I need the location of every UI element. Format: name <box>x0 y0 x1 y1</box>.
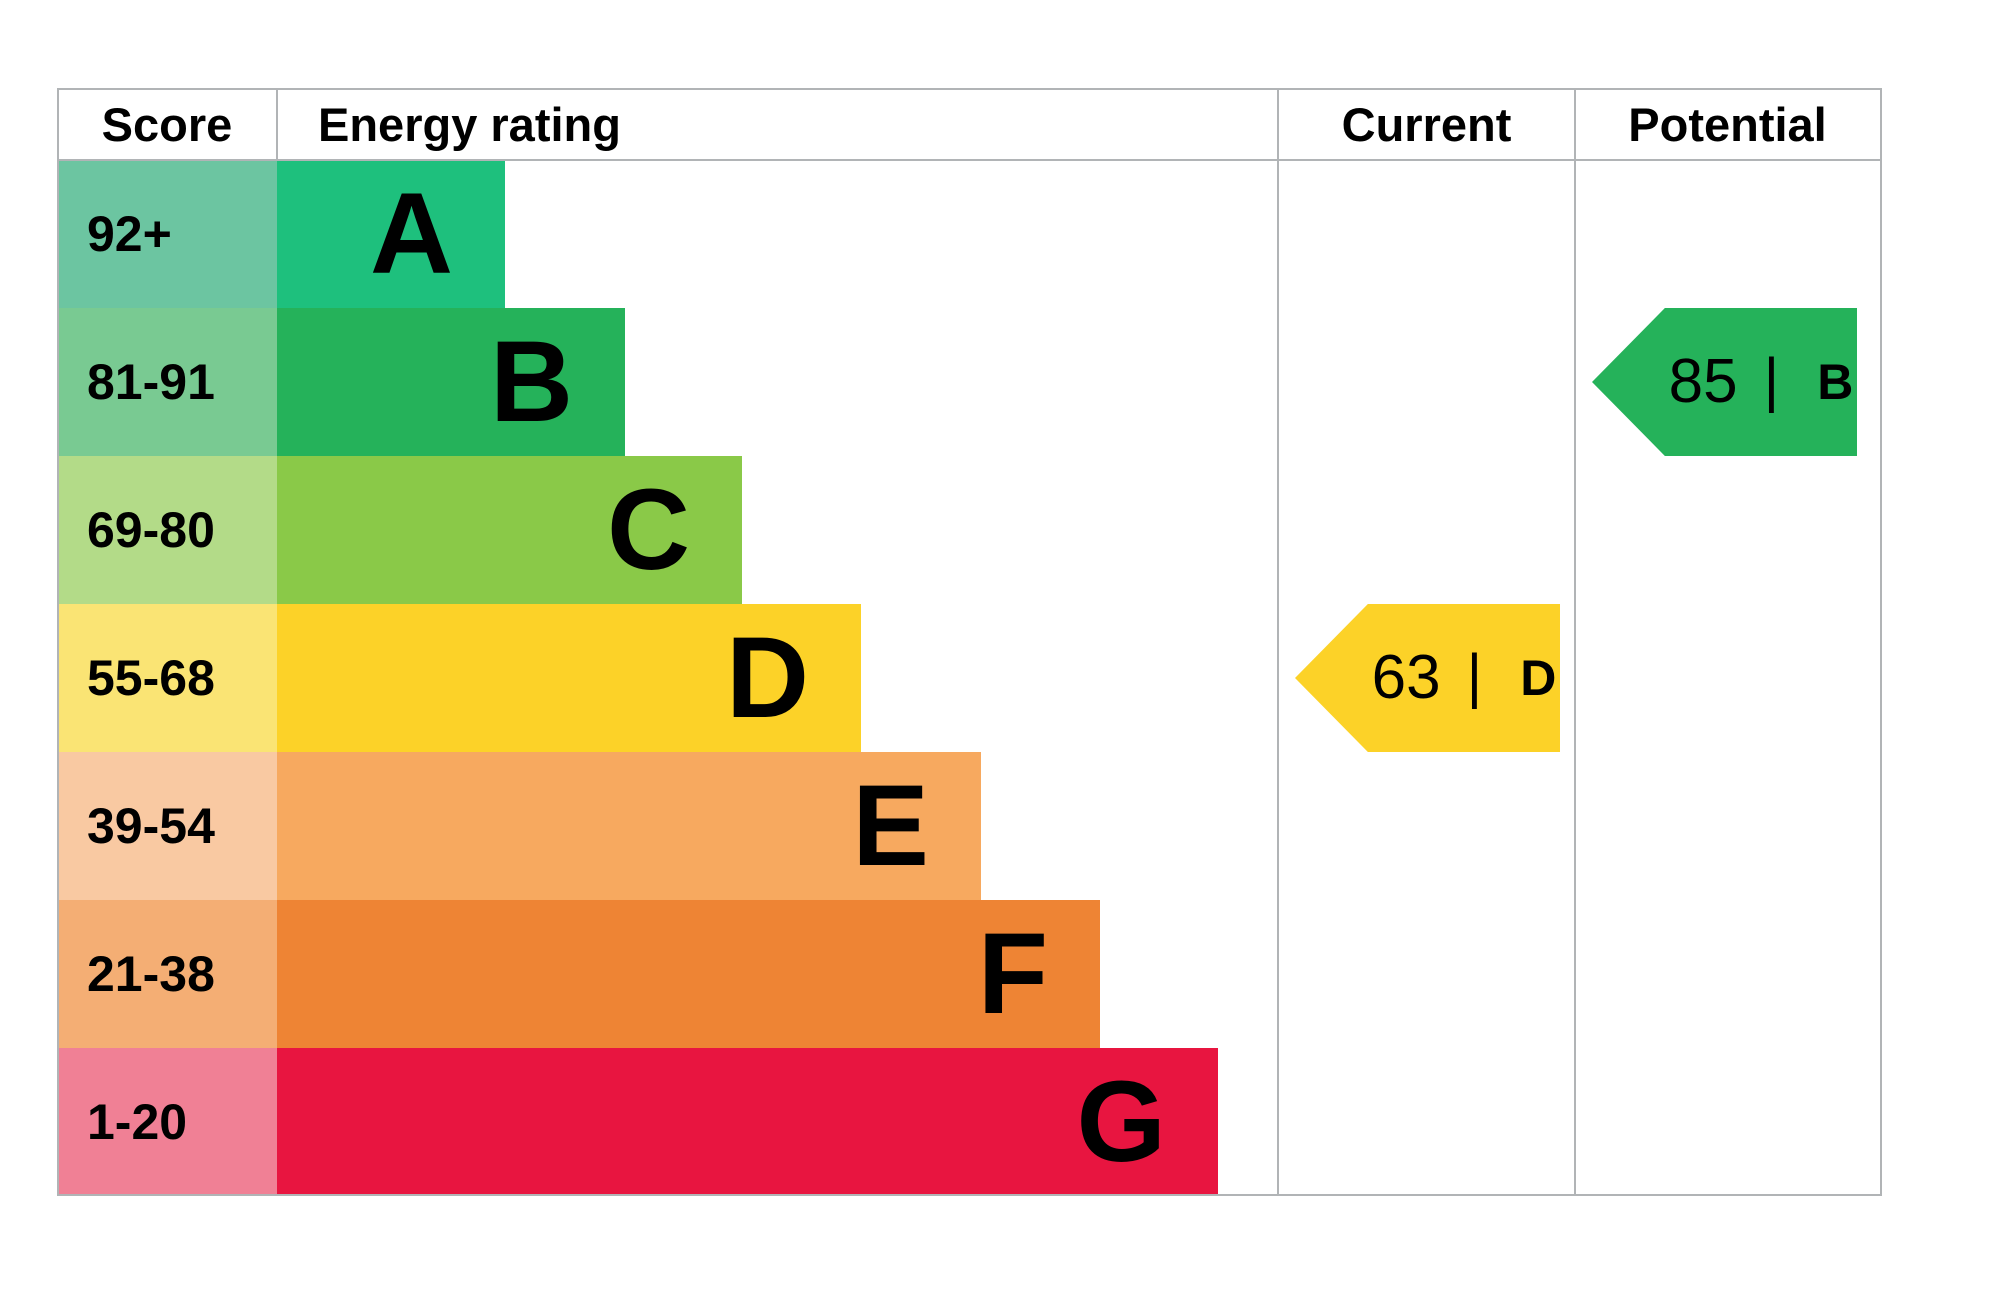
score-range-f: 21-38 <box>59 900 277 1048</box>
grid-line-energy-divider <box>1277 88 1279 1196</box>
rating-bar-d: D <box>277 604 861 752</box>
rating-bar-g: G <box>277 1048 1218 1196</box>
separator-bar: | <box>1466 642 1483 709</box>
band-row-b: 81-91 B <box>57 308 1882 456</box>
rating-bar-b: B <box>277 308 625 456</box>
epc-rating-chart: Score Energy rating Current Potential 92… <box>57 88 1882 1196</box>
grid-line-right <box>1880 88 1882 1196</box>
band-row-a: 92+ A <box>57 160 1882 308</box>
grid-line-current-divider <box>1574 88 1576 1196</box>
separator-bar: | <box>1763 346 1780 413</box>
band-letter-a: A <box>369 169 453 298</box>
score-range-d: 55-68 <box>59 604 277 752</box>
rating-bar-c: C <box>277 456 742 604</box>
grid-line-top <box>57 88 1882 90</box>
band-letter-d: D <box>725 613 809 742</box>
rating-bar-a: A <box>277 160 505 308</box>
column-header-energy-rating: Energy rating <box>318 97 621 151</box>
score-range-g: 1-20 <box>59 1048 277 1196</box>
band-letter-e: E <box>852 761 929 890</box>
band-row-f: 21-38 F <box>57 900 1882 1048</box>
band-row-g: 1-20 G <box>57 1048 1882 1196</box>
band-row-c: 69-80 C <box>57 456 1882 604</box>
band-letter-b: B <box>489 317 573 446</box>
score-range-e: 39-54 <box>59 752 277 900</box>
band-letter-g: G <box>1076 1057 1166 1186</box>
column-header-score: Score <box>101 97 233 151</box>
band-row-e: 39-54 E <box>57 752 1882 900</box>
band-letter-f: F <box>977 909 1048 1038</box>
current-rating-letter: D <box>1520 650 1557 706</box>
potential-score-value: 85 <box>1668 347 1738 416</box>
rating-bar-f: F <box>277 900 1100 1048</box>
column-header-current: Current <box>1341 97 1512 151</box>
score-range-a: 92+ <box>59 160 277 308</box>
score-range-c: 69-80 <box>59 456 277 604</box>
grid-line-header-bottom <box>57 159 1882 161</box>
grid-line-bottom <box>57 1194 1882 1196</box>
rating-bar-e: E <box>277 752 981 900</box>
grid-line-left <box>57 88 59 1196</box>
column-header-potential: Potential <box>1628 97 1827 151</box>
band-letter-c: C <box>606 465 690 594</box>
current-score-value: 63 <box>1371 643 1441 712</box>
band-row-d: 55-68 D <box>57 604 1882 752</box>
grid-line-score-divider <box>276 88 278 161</box>
potential-rating-letter: B <box>1817 354 1854 410</box>
score-range-b: 81-91 <box>59 308 277 456</box>
